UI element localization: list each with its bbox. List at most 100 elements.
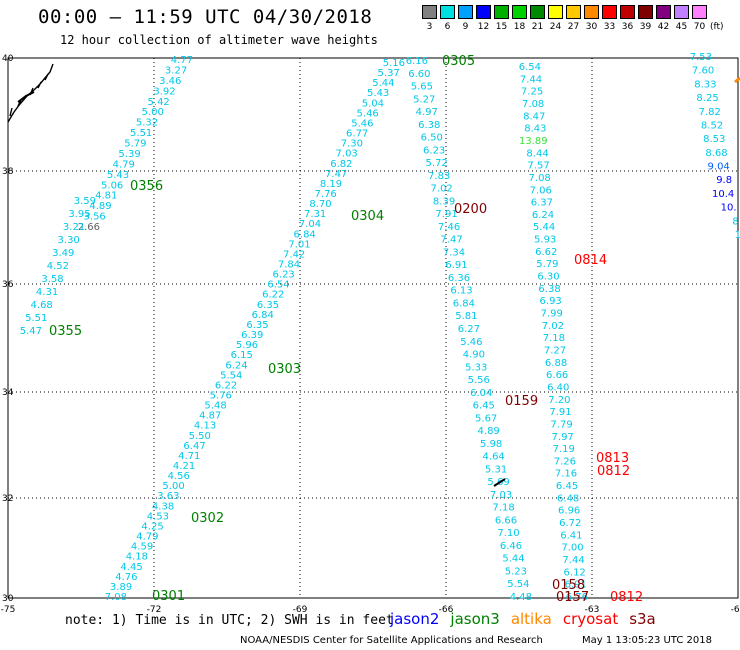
wave-height-value: 5.32 xyxy=(136,118,158,129)
wave-height-value: 3.95 xyxy=(68,209,90,220)
scale-swatch xyxy=(638,5,653,19)
scale-unit: (ft) xyxy=(710,22,724,32)
wave-height-value: 5.96 xyxy=(236,340,258,351)
wave-height-value: 7.97 xyxy=(552,432,574,443)
wave-height-value: 4.13 xyxy=(194,421,216,432)
wave-height-value: 3.59 xyxy=(74,196,96,207)
wave-height-value: 6.76 xyxy=(566,592,588,603)
wave-height-value: 6.30 xyxy=(537,272,559,283)
wave-height-value: 4.25 xyxy=(141,522,163,533)
scale-label: 6 xyxy=(444,22,451,32)
wave-height-value: 8.68 xyxy=(705,148,727,159)
track-time-label: 0158 xyxy=(552,578,585,593)
wave-height-value: 5.44 xyxy=(533,222,555,233)
wave-height-value: 7.18 xyxy=(492,503,514,514)
track-time-label: 0303 xyxy=(268,362,301,377)
wave-height-value: 6.54 xyxy=(267,280,289,291)
scale-label: 9 xyxy=(462,22,469,32)
wave-height-value: 4.79 xyxy=(113,159,135,170)
scale-swatch xyxy=(602,5,617,19)
track-marker xyxy=(493,478,506,487)
wave-height-value: 7.60 xyxy=(692,66,714,77)
wave-height-value: 5.54 xyxy=(220,370,242,381)
wave-height-value: 7.10 xyxy=(497,528,519,539)
wave-height-value: 3.58 xyxy=(41,274,63,285)
scale-swatch xyxy=(458,5,473,19)
wave-height-value: 4.81 xyxy=(95,191,117,202)
scale-swatch xyxy=(692,5,707,19)
satellite-cryosat: cryosat xyxy=(562,610,619,628)
scale-swatch xyxy=(566,5,581,19)
wave-height-value: 4.87 xyxy=(199,411,221,422)
wave-height-value: 6.24 xyxy=(532,210,554,221)
wave-height-value: 9.8 xyxy=(716,175,732,186)
scale-swatch xyxy=(620,5,635,19)
scale-label: 27 xyxy=(567,22,580,32)
wave-height-value: 7.03 xyxy=(336,149,358,160)
scale-swatch xyxy=(440,5,455,19)
wave-height-value: 8.53 xyxy=(703,134,725,145)
scale-label: 30 xyxy=(585,22,598,32)
wave-height-value: 7.82 xyxy=(699,107,721,118)
satellite-jason2: jason2 xyxy=(390,610,440,628)
scale-label: 15 xyxy=(495,22,508,32)
wave-height-value: 7.47 xyxy=(325,169,347,180)
wave-height-value: 4.64 xyxy=(483,452,505,463)
wave-height-value: 5.43 xyxy=(107,170,129,181)
wave-height-value: 4.59 xyxy=(131,542,153,553)
wave-height-value: 7.04 xyxy=(299,219,321,230)
page-title: 00:00 – 11:59 UTC 04/30/2018 xyxy=(38,6,373,28)
wave-height-value: 6.04 xyxy=(470,388,492,399)
wave-height-value: 6.66 xyxy=(495,515,517,526)
wave-height-value: 5.44 xyxy=(372,78,394,89)
wave-height-value: 7.53 xyxy=(690,52,712,63)
wave-height-value: 5.51 xyxy=(25,313,47,324)
wave-height-value: 5.51 xyxy=(130,128,152,139)
wave-height-value: 6.47 xyxy=(183,441,205,452)
wave-height-value: 8.44 xyxy=(526,148,548,159)
scale-swatch xyxy=(548,5,563,19)
wave-height-value: 5.48 xyxy=(204,401,226,412)
wave-height-value: 7.08 xyxy=(522,99,544,110)
wave-height-value: 6.82 xyxy=(330,159,352,170)
wave-height-value: 7.57 xyxy=(527,161,549,172)
credit-text: NOAA/NESDIS Center for Satellite Applica… xyxy=(240,635,543,646)
wave-height-value: 6.50 xyxy=(421,133,443,144)
wave-height-value: 7.30 xyxy=(341,139,363,150)
wave-height-value: 7.16 xyxy=(555,469,577,480)
wave-height-value: 3.56 xyxy=(84,212,106,223)
wave-height-value: 6.40 xyxy=(547,383,569,394)
wave-height-value: 6.88 xyxy=(545,358,567,369)
wave-height-value: 7.06 xyxy=(530,185,552,196)
wave-height-value: 6.84 xyxy=(294,229,316,240)
wave-height-value: 6.77 xyxy=(346,129,368,140)
wave-height-value: 6.45 xyxy=(473,401,495,412)
wave-height-value: 6.45 xyxy=(556,481,578,492)
lon-tick-label: -63 xyxy=(585,605,600,615)
lon-tick-label: -66 xyxy=(439,605,454,615)
lat-tick-label: 30 xyxy=(2,594,14,604)
wave-height-value: 7.76 xyxy=(315,189,337,200)
wave-height-value: 5.04 xyxy=(362,98,384,109)
wave-height-value: 6.96 xyxy=(558,506,580,517)
scale-label: 21 xyxy=(531,22,544,32)
coastline-shoal xyxy=(17,91,35,103)
wave-height-value: 5.06 xyxy=(101,180,123,191)
wave-height-value: 6.24 xyxy=(225,360,247,371)
wave-height-value: 5.93 xyxy=(534,235,556,246)
wave-height-value: 5.47 xyxy=(20,326,42,337)
wave-height-value: 5.44 xyxy=(502,554,524,565)
wave-height-value: 6.23 xyxy=(273,270,295,281)
satellite-jason3: jason3 xyxy=(450,610,500,628)
wave-height-value: 8.25 xyxy=(696,93,718,104)
lat-tick-label: 32 xyxy=(2,494,13,504)
wave-height-value: 5.79 xyxy=(536,259,558,270)
scale-label: 33 xyxy=(603,22,616,32)
lon-tick-label: -60 xyxy=(731,605,740,615)
wave-height-value: 5.46 xyxy=(460,337,482,348)
wave-height-value: 13.89 xyxy=(519,136,548,147)
wave-height-value: 3.63 xyxy=(157,491,179,502)
wave-height-value: 6.12 xyxy=(564,567,586,578)
wave-height-value: 8 xyxy=(732,216,738,227)
wave-height-value: 7.02 xyxy=(542,321,564,332)
